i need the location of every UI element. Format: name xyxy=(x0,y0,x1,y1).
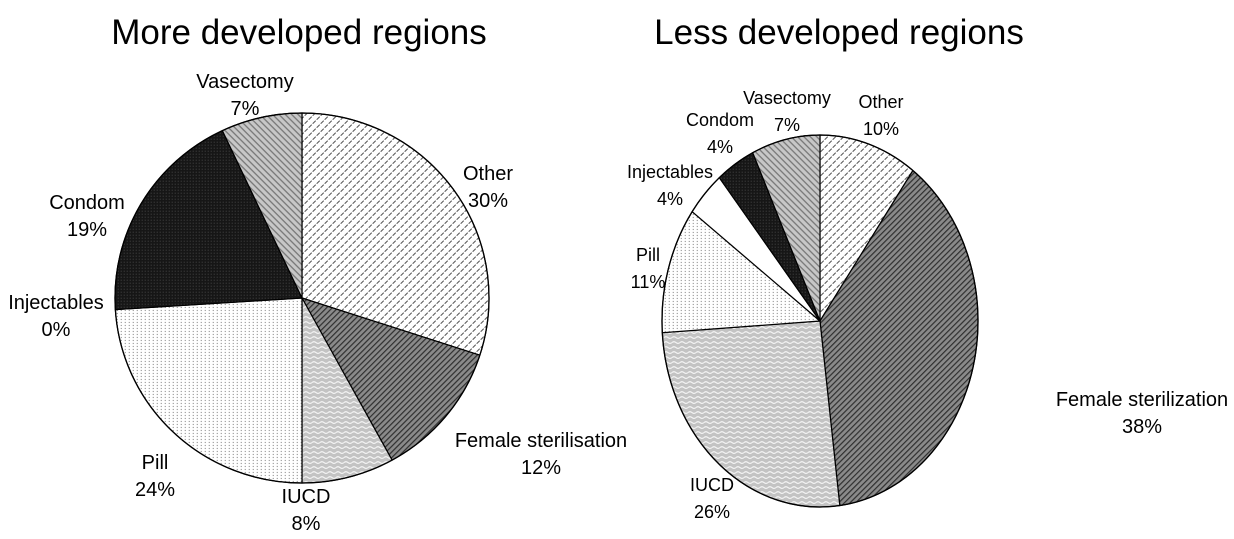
slice-label-iucd: IUCD xyxy=(690,475,734,495)
slice-value-other: 30% xyxy=(468,190,508,212)
slice-value-injectables: 0% xyxy=(42,319,71,341)
slice-value-injectables: 4% xyxy=(657,189,683,209)
slice-value-vasectomy: 7% xyxy=(774,115,800,135)
slice-label-female-sterilisation: Female sterilisation xyxy=(455,430,627,452)
slice-value-pill: 24% xyxy=(135,479,175,501)
chart-layer: Other 30% Female sterilisation 12% IUCD 8% Pil… xyxy=(8,71,1228,535)
slice-value-condom: 4% xyxy=(707,137,733,157)
pie-title-more-developed: More developed regions xyxy=(111,13,487,52)
pie-outline xyxy=(114,112,490,484)
slice-label-other: Other xyxy=(858,92,903,112)
slice-label-female-sterilization: Female sterilization xyxy=(1056,389,1228,411)
pie-less-developed-regions: Other 10% Female sterilization 38% IUCD 26% Pi… xyxy=(627,88,1228,522)
pie-more-developed-regions: Other 30% Female sterilisation 12% IUCD 8% Pil… xyxy=(8,71,627,535)
slice-value-other: 10% xyxy=(863,119,899,139)
slice-label-iucd: IUCD xyxy=(282,486,331,508)
slice-value-female-sterilisation: 12% xyxy=(521,457,561,479)
slice-value-vasectomy: 7% xyxy=(231,98,260,120)
pie-outline xyxy=(661,134,979,508)
slice-label-injectables: Injectables xyxy=(8,292,104,314)
slice-label-condom: Condom xyxy=(49,192,125,214)
slice-label-pill: Pill xyxy=(636,245,660,265)
slice-label-pill: Pill xyxy=(142,452,169,474)
pie-slice-iucd xyxy=(661,320,841,508)
slice-value-iucd: 8% xyxy=(292,513,321,535)
slice-label-injectables: Injectables xyxy=(627,162,713,182)
slice-value-condom: 19% xyxy=(67,219,107,241)
slice-value-female-sterilization: 38% xyxy=(1122,416,1162,438)
slice-label-vasectomy: Vasectomy xyxy=(196,71,293,93)
pie-title-less-developed: Less developed regions xyxy=(654,13,1024,52)
slice-label-condom: Condom xyxy=(686,110,754,130)
slice-label-other: Other xyxy=(463,163,513,185)
slice-label-vasectomy: Vasectomy xyxy=(743,88,831,108)
slice-value-iucd: 26% xyxy=(694,502,730,522)
slice-value-pill: 11% xyxy=(631,272,666,292)
